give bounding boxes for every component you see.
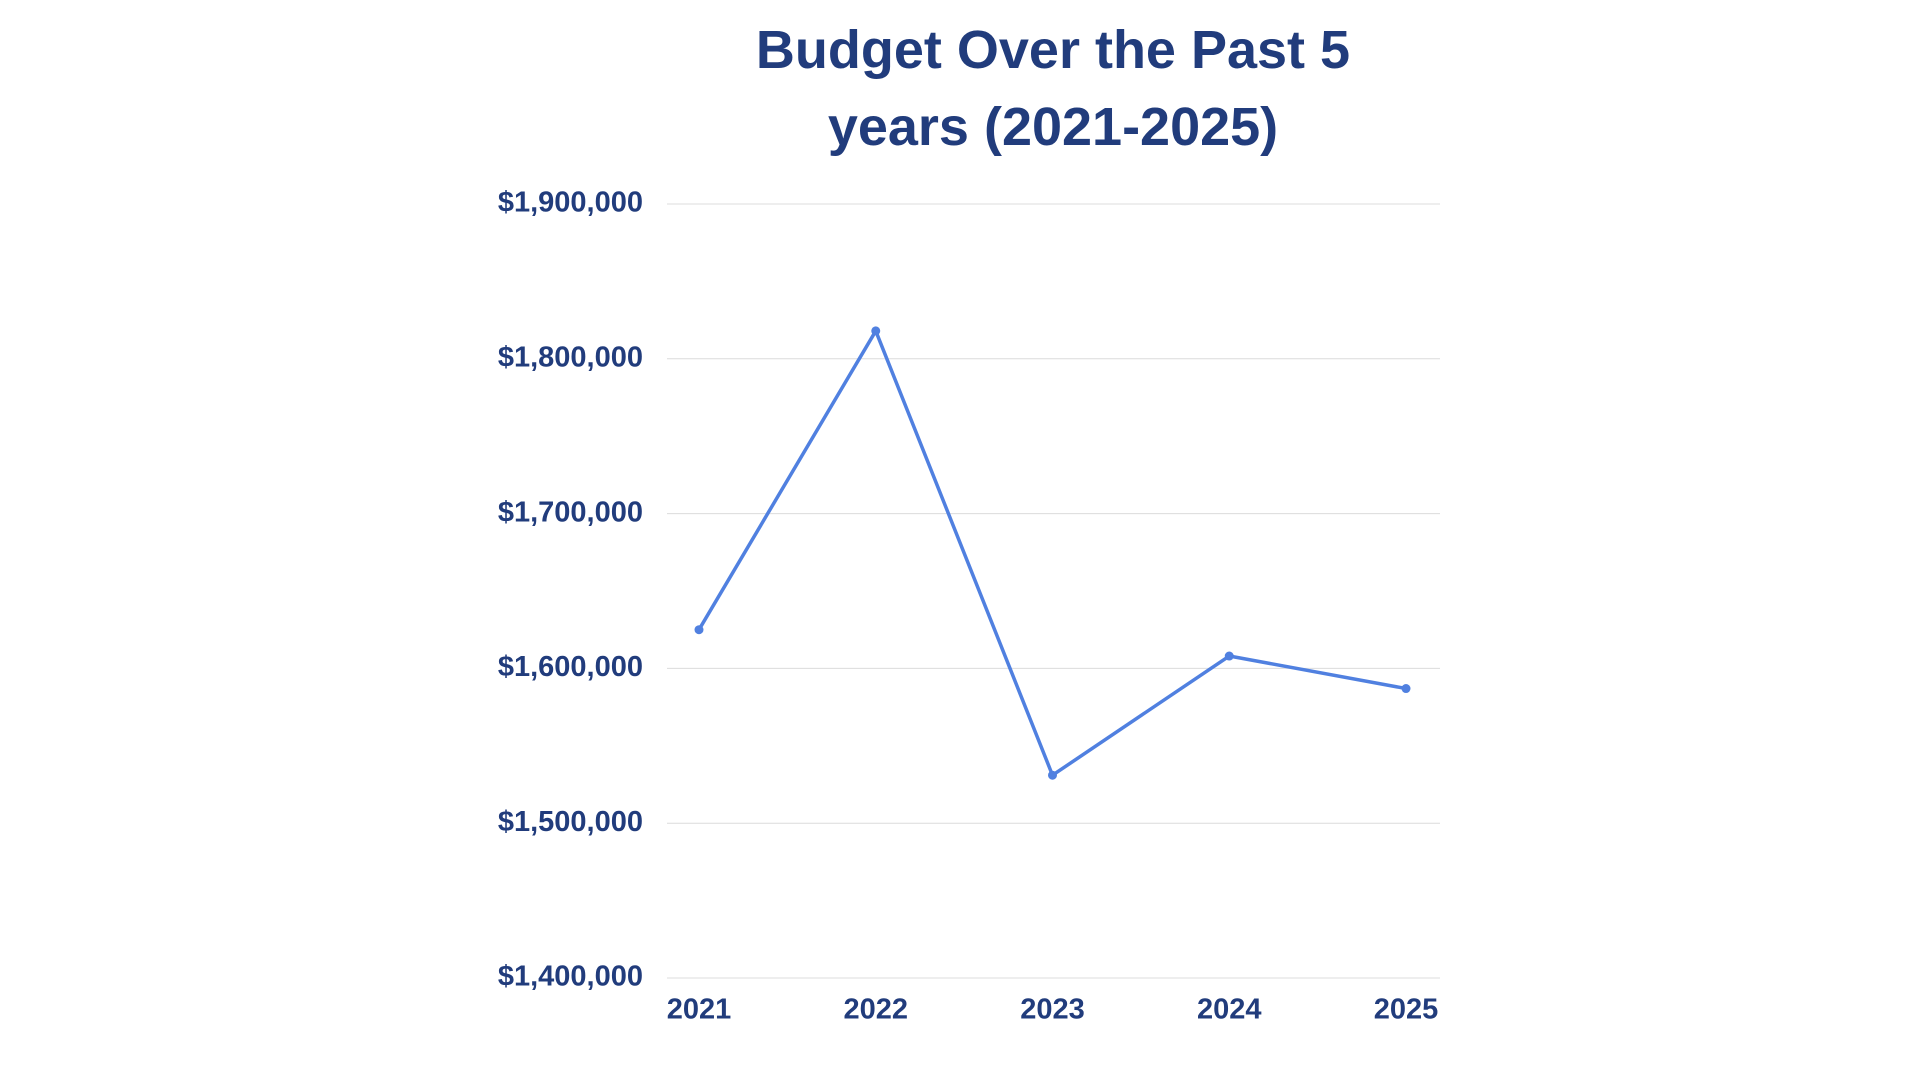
data-point	[1048, 770, 1057, 780]
y-tick-label: $1,800,000	[498, 341, 643, 373]
x-tick-label: 2024	[1197, 994, 1262, 1026]
data-point	[871, 326, 881, 336]
y-tick-label: $1,900,000	[498, 187, 643, 219]
y-tick-label: $1,400,000	[498, 961, 643, 993]
y-tick-label: $1,700,000	[498, 496, 643, 528]
data-point	[1224, 651, 1234, 661]
data-line	[697, 329, 1407, 777]
data-point	[694, 625, 704, 635]
y-tick-label: $1,600,000	[498, 651, 643, 683]
x-tick-label: 2025	[1374, 994, 1439, 1026]
chart-title: Budget Over the Past 5 years (2021-2025)	[755, 20, 1351, 157]
x-tick-label: 2021	[667, 994, 732, 1026]
data-point	[1401, 684, 1411, 694]
x-tick-label: 2023	[1020, 994, 1085, 1026]
y-tick-label: $1,500,000	[498, 806, 643, 838]
x-tick-label: 2022	[843, 994, 908, 1026]
